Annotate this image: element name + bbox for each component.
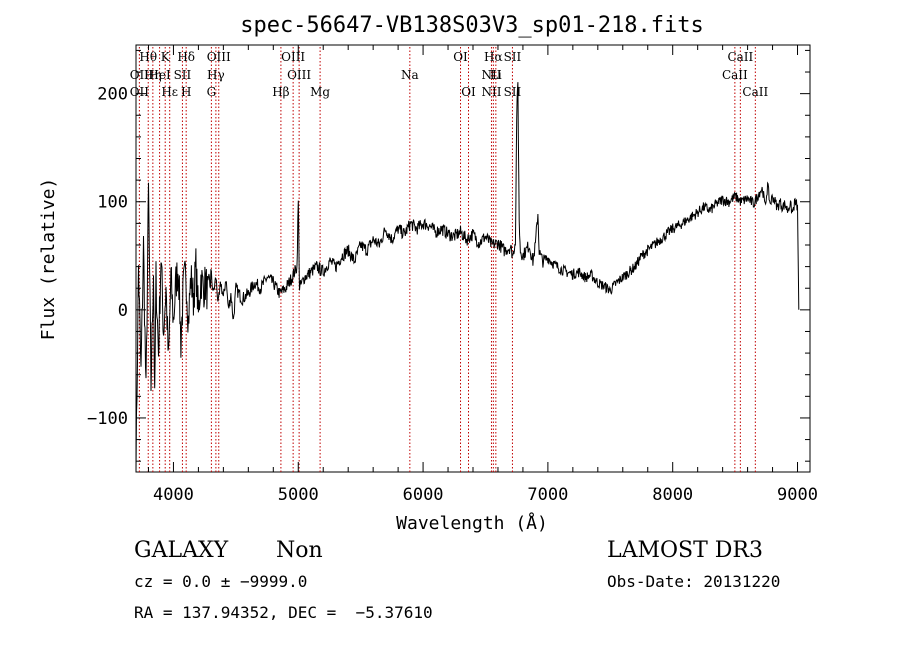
emission-line-label: OI — [453, 50, 468, 64]
y-axis: −100 0 100 200 — [87, 49, 810, 462]
emission-line-label: SII — [504, 85, 522, 99]
emission-line-label: Li — [490, 68, 502, 82]
emission-line-label: CaII — [727, 50, 753, 64]
x-axis: 4000 5000 6000 7000 8000 9000 — [147, 45, 818, 505]
emission-line-label: SII — [174, 68, 192, 82]
survey-label: LAMOST DR3 — [607, 538, 763, 563]
y-axis-label: Flux (relative) — [38, 178, 59, 341]
x-tick-label: 4000 — [153, 485, 194, 505]
emission-line-label: CaII — [742, 85, 768, 99]
emission-line-label: CaII — [722, 68, 748, 82]
x-tick-label: 5000 — [278, 485, 319, 505]
y-tick-label: 100 — [97, 193, 128, 213]
emission-line-label: OIII — [287, 68, 311, 82]
emission-line-label: OII — [130, 85, 150, 99]
emission-line-label: Na — [401, 68, 419, 82]
emission-line-label: NII — [481, 85, 501, 99]
spectrum-line — [135, 82, 800, 473]
coordinates: RA = 137.94352, DEC = −5.37610 — [134, 603, 433, 622]
chart-title: spec-56647-VB138S03V3_sp01-218.fits — [240, 13, 704, 38]
emission-line-label: Hβ — [272, 85, 289, 99]
y-tick-label: −100 — [87, 409, 128, 429]
x-tick-label: 8000 — [652, 485, 693, 505]
emission-line-label: Hη — [144, 68, 162, 82]
emission-line-label: OIII — [207, 50, 231, 64]
class-label: GALAXY — [134, 538, 229, 563]
emission-lines — [138, 47, 756, 472]
emission-line-label: OI — [461, 85, 476, 99]
redshift-line: cz = 0.0 ± −9999.0 — [134, 572, 308, 591]
emission-line-label: Hε — [161, 85, 178, 99]
x-tick-label: 9000 — [777, 485, 818, 505]
emission-line-label: NII — [481, 68, 501, 82]
emission-line-label: OII — [130, 68, 150, 82]
y-tick-label: 0 — [118, 301, 128, 321]
obs-date: Obs-Date: 20131220 — [607, 572, 781, 591]
x-axis-label: Wavelength (Å) — [396, 512, 548, 534]
emission-line-label: K — [161, 50, 171, 64]
x-tick-label: 6000 — [403, 485, 444, 505]
emission-line-label: Hδ — [177, 50, 195, 64]
emission-line-label: Hθ — [139, 50, 157, 64]
emission-line-label: HeI — [148, 68, 171, 82]
x-tick-label: 7000 — [527, 485, 568, 505]
emission-line-label: G — [207, 85, 217, 99]
emission-line-label: SII — [504, 50, 522, 64]
emission-line-label: Hα — [484, 50, 503, 64]
subclass-label: Non — [276, 538, 323, 563]
y-tick-label: 200 — [97, 85, 128, 105]
emission-line-label: OIII — [281, 50, 305, 64]
plot-frame — [135, 44, 811, 473]
emission-line-label: H — [181, 85, 191, 99]
emission-line-label: Mg — [310, 85, 330, 99]
emission-line-label: Hγ — [207, 68, 225, 82]
